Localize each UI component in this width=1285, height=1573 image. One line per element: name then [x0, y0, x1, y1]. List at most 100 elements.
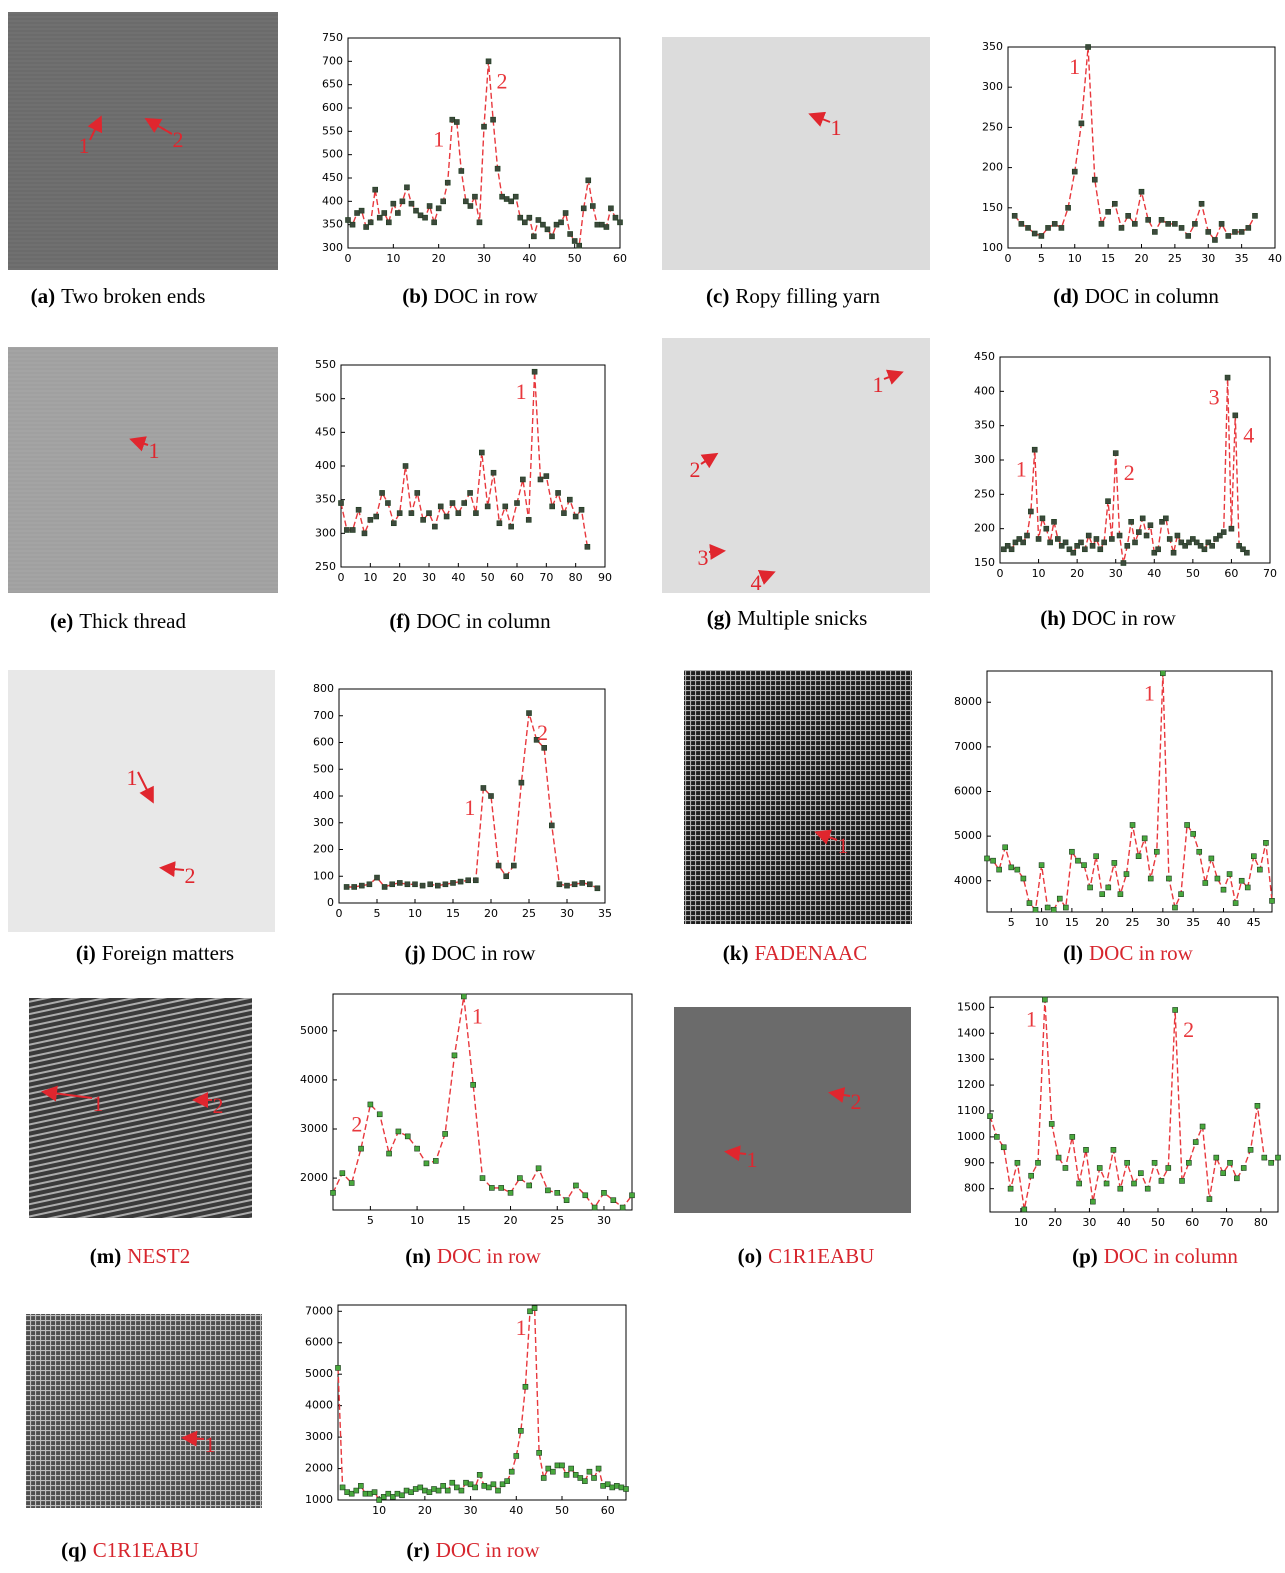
defect-label: 1 — [873, 372, 884, 397]
data-point — [1075, 857, 1081, 864]
data-point — [508, 198, 515, 205]
data-point — [363, 224, 369, 230]
y-tick-label: 450 — [315, 425, 336, 438]
data-point — [1117, 891, 1124, 897]
y-tick-label: 700 — [313, 709, 334, 722]
y-tick-label: 300 — [313, 816, 334, 829]
data-point — [395, 210, 401, 216]
data-point — [486, 1484, 492, 1491]
data-point — [1085, 44, 1091, 50]
data-point — [1042, 996, 1048, 1003]
plot-frame — [332, 993, 633, 1211]
data-point — [344, 1489, 350, 1495]
data-point — [376, 1111, 383, 1118]
data-point — [1065, 205, 1071, 211]
data-point — [1116, 532, 1123, 539]
data-point — [1209, 543, 1215, 549]
data-point — [390, 200, 397, 207]
data-point — [1097, 546, 1104, 553]
data-point — [1252, 213, 1258, 219]
data-point — [1031, 230, 1038, 237]
data-point — [1004, 543, 1011, 549]
data-point — [1135, 853, 1142, 860]
x-tick-label: 35 — [598, 907, 612, 920]
data-point — [1087, 884, 1093, 891]
y-tick-label: 200 — [974, 522, 995, 535]
caption-label: (d) — [1053, 284, 1079, 308]
data-point — [618, 1484, 625, 1491]
data-point — [1225, 233, 1232, 239]
data-point — [376, 1497, 382, 1503]
y-tick-label: 800 — [313, 682, 334, 695]
data-point — [358, 1145, 364, 1152]
data-point — [531, 1305, 538, 1311]
caption-label: (h) — [1040, 606, 1066, 630]
peak-label: 2 — [351, 1112, 362, 1137]
caption-text: DOC in row — [436, 1538, 541, 1562]
data-point — [1185, 233, 1192, 239]
x-tick-label: 35 — [1235, 252, 1249, 265]
data-point — [472, 877, 479, 884]
data-point — [343, 884, 350, 890]
peak-label: 1 — [464, 795, 475, 820]
x-tick-label: 10 — [1068, 252, 1082, 265]
data-point — [1170, 549, 1177, 556]
fabric-photo — [662, 37, 930, 270]
data-point — [1078, 120, 1085, 127]
data-point — [1214, 875, 1221, 882]
data-point — [1227, 1159, 1233, 1166]
data-point — [1035, 1159, 1041, 1166]
caption: (g) Multiple snicks — [707, 606, 868, 630]
data-point — [518, 779, 525, 786]
defect-arrow — [828, 1087, 851, 1103]
data-point — [345, 217, 351, 223]
data-point — [579, 880, 586, 886]
y-tick-label: 500 — [322, 148, 343, 161]
caption-text: DOC in row — [1089, 941, 1194, 965]
data-point — [1179, 1178, 1185, 1184]
data-point — [426, 203, 433, 209]
caption-label: (g) — [707, 606, 732, 630]
x-tick-label: 30 — [1156, 916, 1170, 929]
x-tick-label: 60 — [510, 571, 524, 584]
data-point — [604, 1481, 611, 1488]
data-point — [544, 226, 551, 233]
data-point — [549, 233, 555, 240]
data-point — [1055, 1154, 1062, 1161]
data-point — [1051, 518, 1057, 525]
data-point — [396, 880, 403, 886]
data-point — [521, 219, 528, 226]
data-point — [508, 523, 514, 530]
data-point — [1066, 546, 1073, 553]
data-point — [1199, 1123, 1206, 1130]
data-point — [1129, 822, 1136, 828]
data-point — [481, 1483, 488, 1489]
data-point — [1131, 1180, 1137, 1187]
x-tick-label: 30 — [1082, 1216, 1096, 1229]
data-point — [571, 238, 578, 244]
data-point — [1118, 225, 1125, 231]
data-point — [549, 503, 556, 510]
data-point — [1138, 1170, 1144, 1176]
data-point — [413, 207, 419, 214]
defect-label: 2 — [185, 863, 196, 888]
data-point — [498, 1185, 504, 1191]
data-point — [1069, 848, 1075, 855]
data-point — [344, 527, 350, 533]
caption-text: DOC in row — [434, 284, 539, 308]
data-point — [537, 476, 544, 483]
plot-frame — [340, 364, 606, 568]
data-point — [1226, 871, 1233, 877]
data-point — [1269, 898, 1275, 904]
data-point — [1069, 1134, 1076, 1140]
data-point — [423, 1160, 430, 1167]
data-point — [1002, 844, 1008, 851]
data-point — [507, 1190, 514, 1196]
data-point — [1218, 221, 1225, 227]
data-point — [1093, 536, 1100, 542]
data-point — [367, 219, 374, 226]
data-point — [351, 884, 358, 890]
data-point — [362, 1490, 369, 1497]
data-point — [358, 882, 365, 889]
data-point — [1091, 176, 1098, 183]
